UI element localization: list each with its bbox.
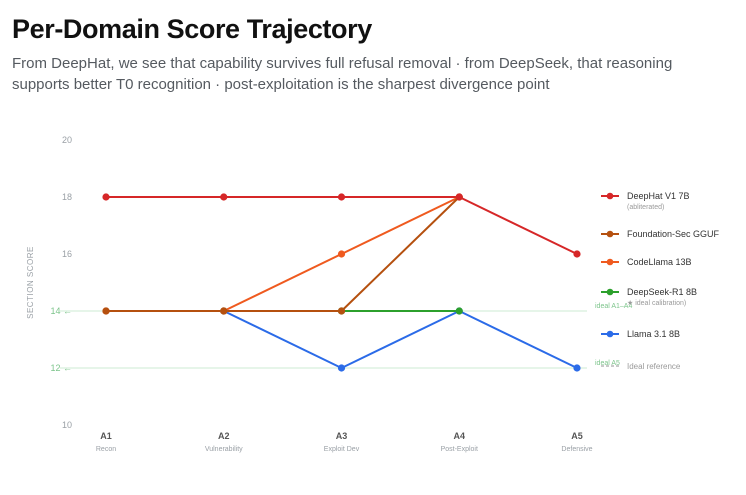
reference-line-label: ideal A5 — [595, 360, 620, 367]
legend-label: DeepHat V1 7B — [627, 191, 690, 201]
chart-subtitle: From DeepHat, we see that capability sur… — [12, 55, 673, 93]
data-point — [573, 250, 581, 258]
legend-label: Foundation-Sec GGUF — [627, 229, 720, 239]
y-tick-label: 12 ← — [50, 363, 72, 373]
data-point — [102, 307, 110, 315]
x-tick-label: A2 — [218, 431, 230, 441]
legend: DeepHat V1 7B (abliterated) Foundation-Sec… — [601, 191, 720, 371]
data-point — [337, 364, 346, 372]
series-lines — [106, 196, 578, 369]
legend-swatch-dot — [606, 258, 614, 266]
y-axis-title: SECTION SCORE — [26, 246, 35, 319]
x-tick-sublabel: Recon — [96, 446, 116, 453]
chart-title: Per-Domain Score Trajectory — [12, 14, 372, 44]
legend-label: Llama 3.1 8B — [627, 329, 680, 339]
reference-line-label: ideal A1–A4 — [595, 303, 632, 310]
legend-swatch-dot — [606, 330, 614, 338]
x-tick-sublabel: Vulnerability — [205, 446, 243, 453]
legend-label: CodeLlama 13B — [627, 257, 692, 267]
legend-label: DeepSeek-R1 8B — [627, 287, 697, 297]
x-axis: A1 Recon A2 Vulnerability A3 Exploit Dev A4 Pos… — [96, 431, 593, 453]
y-tick-label: 18 — [62, 192, 72, 202]
legend-note: (abliterated) — [627, 204, 664, 211]
data-point — [337, 307, 346, 315]
x-tick-label: A3 — [336, 431, 348, 441]
x-tick-label: A1 — [100, 431, 112, 441]
data-point — [102, 193, 110, 201]
x-tick-sublabel: Exploit Dev — [324, 446, 360, 453]
data-point — [573, 364, 581, 372]
legend-label-reference: Ideal reference — [627, 362, 681, 371]
x-tick-label: A5 — [571, 431, 583, 441]
data-point — [337, 250, 346, 258]
series-line — [106, 196, 460, 312]
data-point — [220, 193, 228, 201]
series-line — [223, 310, 578, 369]
y-tick-label: 20 — [62, 135, 72, 145]
y-tick-label: 14 ← — [50, 306, 72, 316]
series-line — [106, 196, 578, 255]
legend-swatch-dot — [606, 230, 614, 238]
series-line — [106, 196, 460, 312]
reference-lines: ideal A1–A4 ideal A5 — [60, 303, 632, 369]
y-tick-label: 16 — [62, 249, 72, 259]
data-point — [337, 193, 346, 201]
x-tick-label: A4 — [453, 431, 465, 441]
x-tick-sublabel: Post-Exploit — [441, 446, 478, 453]
legend-note: ★ ideal calibration) — [627, 299, 686, 307]
y-tick-label: 10 — [62, 420, 72, 430]
data-point — [220, 307, 228, 315]
data-point — [455, 193, 463, 201]
legend-swatch-dot — [606, 192, 614, 200]
data-point — [455, 307, 463, 315]
legend-swatch-dot — [606, 288, 614, 296]
y-axis: 10 12 ← 14 ← 16 18 20 SECTION SCORE — [26, 135, 72, 430]
series-points — [102, 193, 581, 372]
x-tick-sublabel: Defensive — [561, 446, 592, 453]
